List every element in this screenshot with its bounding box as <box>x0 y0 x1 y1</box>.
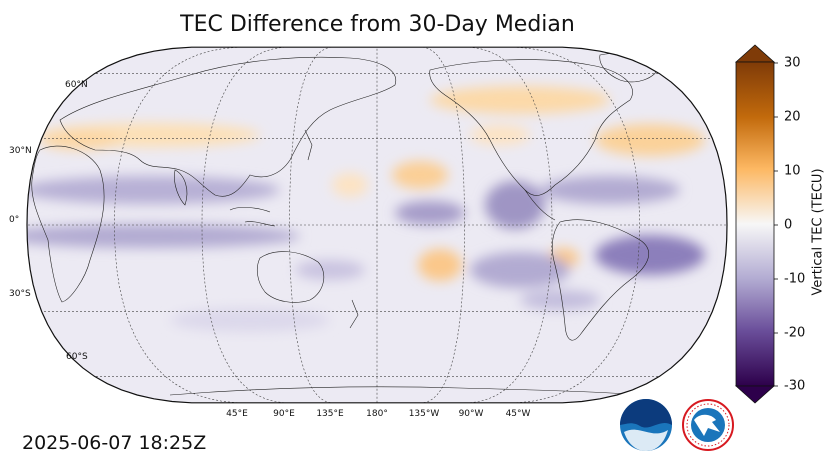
lon-label-90e: 90°E <box>273 409 295 419</box>
colorbar-extend-high <box>734 44 776 63</box>
colorbar-tick: 10 <box>784 163 801 179</box>
lon-label-135e: 135°E <box>316 409 344 419</box>
colorbar-tick: -20 <box>784 325 806 341</box>
timestamp: 2025-06-07 18:25Z <box>22 432 207 454</box>
colorbar-tick: 20 <box>784 109 801 125</box>
nws-logo <box>682 399 734 451</box>
globe-outline <box>26 46 728 404</box>
lat-label-equator: 0° <box>9 215 20 225</box>
lat-label-60n: 60°N <box>65 80 88 90</box>
meridian-line <box>469 47 553 403</box>
colorbar-tick: 30 <box>784 55 801 71</box>
meridian-line <box>289 47 331 403</box>
colorbar-label: Vertical TEC (TECU) <box>810 168 826 296</box>
tec-anomaly-field <box>27 47 727 403</box>
lon-label-45e: 45°E <box>226 409 248 419</box>
figure-title: TEC Difference from 30-Day Median <box>180 12 575 37</box>
colorbar-extend-low <box>734 385 776 404</box>
colorbar-tick: 0 <box>784 217 793 233</box>
lon-label-90w: 90°W <box>458 409 484 419</box>
noaa-logo <box>620 399 672 451</box>
lat-label-30s: 30°S <box>9 289 31 299</box>
lat-label-30n: 30°N <box>9 146 32 156</box>
colorbar-tick: -10 <box>784 271 806 287</box>
colorbar <box>734 44 778 404</box>
lon-label-180: 180° <box>366 409 388 419</box>
lat-label-60s: 60°S <box>66 352 88 362</box>
lon-label-135w: 135°W <box>408 409 440 419</box>
colorbar-tick: -30 <box>784 378 806 394</box>
meridian-line <box>201 47 285 403</box>
colorbar-gradient <box>735 61 775 387</box>
meridian-line <box>423 47 465 403</box>
lon-label-45w: 45°W <box>505 409 531 419</box>
